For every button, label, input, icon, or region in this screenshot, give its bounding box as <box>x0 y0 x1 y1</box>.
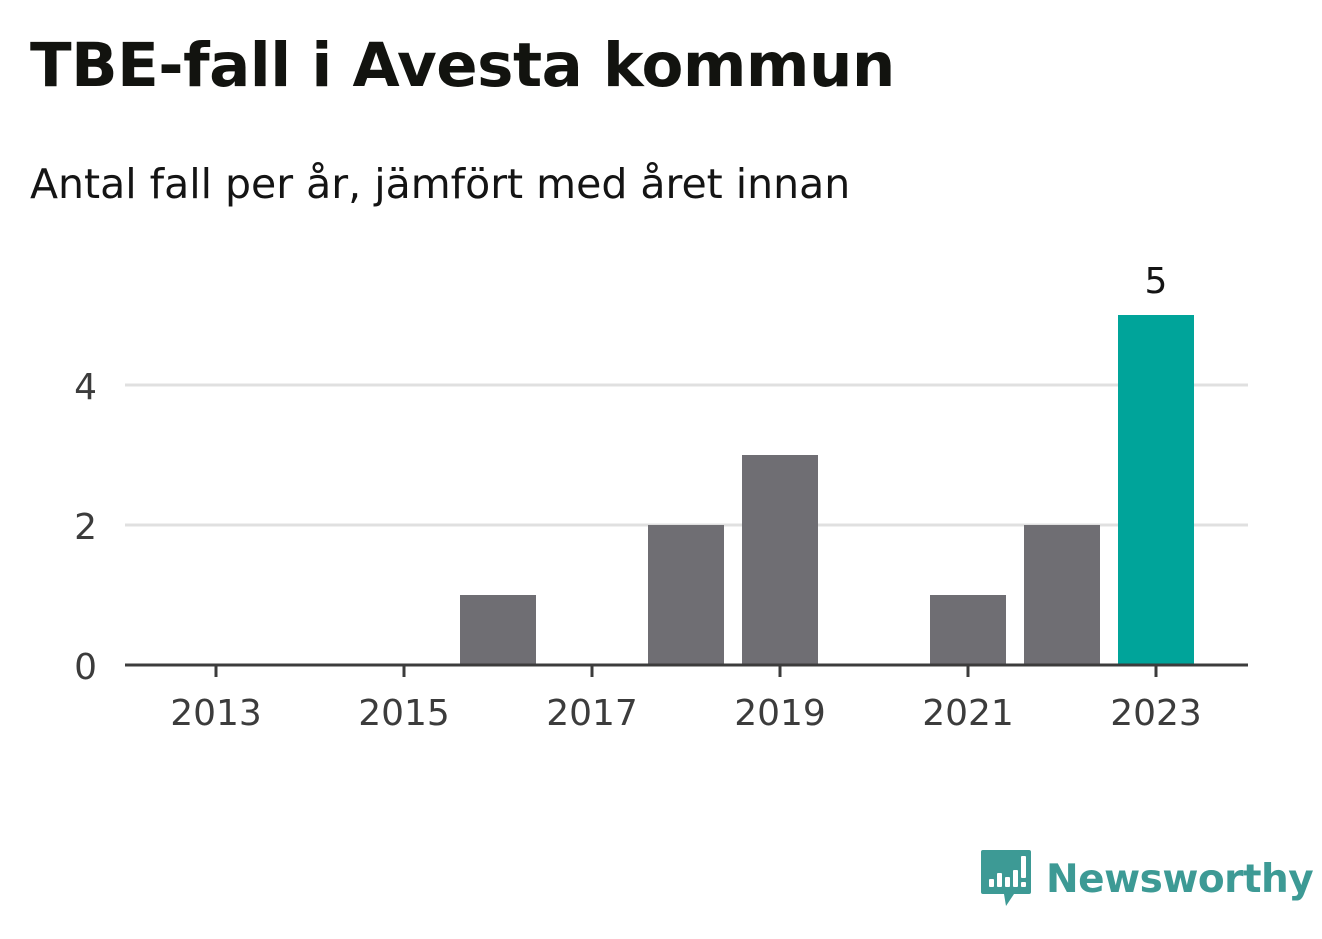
value-label-2023: 5 <box>1145 261 1168 302</box>
bar-2016 <box>460 595 536 664</box>
labels: 0 2 4 5 2013 2015 2017 2019 2021 2023 <box>74 261 1202 734</box>
y-tick-label: 2 <box>74 507 97 548</box>
x-tick-label: 2023 <box>1110 693 1202 734</box>
gridlines <box>125 383 1248 527</box>
x-tick-label: 2021 <box>922 693 1014 734</box>
y-tick-label: 0 <box>74 647 97 688</box>
chart-subtitle: Antal fall per år, jämfört med året inna… <box>30 160 851 208</box>
chart-title: TBE-fall i Avesta kommun <box>30 30 895 101</box>
bar-2021 <box>930 595 1006 664</box>
x-tick-label: 2015 <box>358 693 450 734</box>
y-tick-label: 4 <box>74 367 97 408</box>
bar-2022 <box>1024 525 1100 664</box>
brand-name: Newsworthy <box>1046 856 1314 902</box>
bar-2023 <box>1118 315 1194 664</box>
bar-2019 <box>742 455 818 664</box>
bar-2018 <box>648 525 724 664</box>
x-tick-label: 2017 <box>546 693 638 734</box>
newsworthy-logo-icon <box>981 850 1031 906</box>
x-tick-label: 2013 <box>170 693 262 734</box>
bars <box>460 315 1194 664</box>
newsworthy-brand: Newsworthy <box>980 848 1314 910</box>
x-axis <box>125 663 1248 677</box>
x-tick-label: 2019 <box>734 693 826 734</box>
